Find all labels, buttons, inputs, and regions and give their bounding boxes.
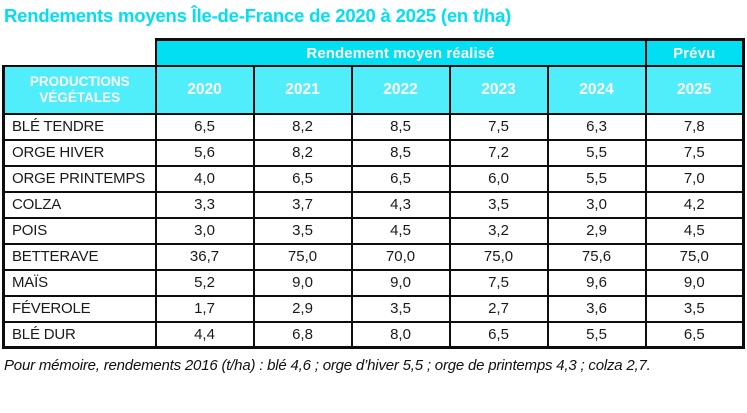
group-header-row: Rendement moyen réalisé Prévu bbox=[3, 38, 745, 67]
yield-value-cell: 7,5 bbox=[644, 138, 745, 167]
yield-value-cell: 1,7 bbox=[154, 294, 255, 323]
yield-value-cell: 6,5 bbox=[252, 164, 353, 193]
yield-value-cell: 9,0 bbox=[350, 268, 451, 297]
table-row: FÉVEROLE 1,7 2,9 3,5 2,7 3,6 3,5 bbox=[2, 294, 745, 323]
year-header-row: PRODUCTIONS VÉGÉTALES 2020 2021 2022 2023 20… bbox=[2, 64, 745, 115]
yield-value-cell: 3,6 bbox=[546, 294, 647, 323]
table-row: BLÉ TENDRE 6,5 8,2 8,5 7,5 6,3 7,8 bbox=[2, 112, 745, 141]
crop-label: BLÉ DUR bbox=[2, 320, 157, 350]
yield-value-cell: 2,7 bbox=[448, 294, 549, 323]
yield-value-cell: 9,6 bbox=[546, 268, 647, 297]
yield-value-cell: 3,0 bbox=[154, 216, 255, 245]
yield-value-cell: 5,5 bbox=[546, 320, 647, 350]
page-title: Rendements moyens Île-de-France de 2020 … bbox=[4, 5, 511, 26]
yield-value-cell: 6,5 bbox=[350, 164, 451, 193]
yield-value-cell: 6,5 bbox=[154, 112, 255, 141]
yield-value-cell: 4,4 bbox=[154, 320, 255, 350]
yield-value-cell: 7,8 bbox=[644, 112, 745, 141]
table-row: BETTERAVE 36,7 75,0 70,0 75,0 75,6 75,0 bbox=[2, 242, 745, 271]
group-header-realized: Rendement moyen réalisé bbox=[154, 38, 647, 67]
yield-value-cell: 9,0 bbox=[644, 268, 745, 297]
crop-label: POIS bbox=[2, 216, 157, 245]
yield-value-cell: 6,5 bbox=[448, 320, 549, 350]
yield-value-cell: 8,2 bbox=[252, 138, 353, 167]
yield-value-cell: 5,2 bbox=[154, 268, 255, 297]
table-row: BLÉ DUR 4,4 6,8 8,0 6,5 5,5 6,5 bbox=[2, 320, 745, 350]
footnote: Pour mémoire, rendements 2016 (t/ha) : b… bbox=[4, 357, 651, 375]
crop-label: BETTERAVE bbox=[2, 242, 157, 271]
yield-value-cell: 3,7 bbox=[252, 190, 353, 219]
yield-value-cell: 7,2 bbox=[448, 138, 549, 167]
yield-value-cell: 8,2 bbox=[252, 112, 353, 141]
yield-value-cell: 3,5 bbox=[252, 216, 353, 245]
crop-label: ORGE HIVER bbox=[2, 138, 157, 167]
table-row: COLZA 3,3 3,7 4,3 3,5 3,0 4,2 bbox=[2, 190, 745, 219]
table-body: BLÉ TENDRE 6,5 8,2 8,5 7,5 6,3 7,8 ORGE HIVER 5,… bbox=[2, 112, 745, 350]
year-header-cell: 2025 bbox=[644, 64, 745, 115]
yield-value-cell: 6,5 bbox=[644, 320, 745, 350]
yield-value-cell: 3,5 bbox=[350, 294, 451, 323]
group-header-forecast: Prévu bbox=[644, 38, 745, 67]
yield-value-cell: 9,0 bbox=[252, 268, 353, 297]
crop-label: FÉVEROLE bbox=[2, 294, 157, 323]
crop-label: BLÉ TENDRE bbox=[2, 112, 157, 141]
yield-table: Rendement moyen réalisé Prévu PRODUCTION… bbox=[2, 38, 745, 350]
yield-value-cell: 75,0 bbox=[448, 242, 549, 271]
yield-value-cell: 3,5 bbox=[644, 294, 745, 323]
yield-value-cell: 3,3 bbox=[154, 190, 255, 219]
yield-value-cell: 4,0 bbox=[154, 164, 255, 193]
yield-value-cell: 2,9 bbox=[546, 216, 647, 245]
year-header-cell: 2023 bbox=[448, 64, 549, 115]
yield-value-cell: 4,3 bbox=[350, 190, 451, 219]
yield-value-cell: 7,0 bbox=[644, 164, 745, 193]
yield-value-cell: 75,0 bbox=[644, 242, 745, 271]
year-header-cell: 2020 bbox=[154, 64, 255, 115]
yield-value-cell: 6,0 bbox=[448, 164, 549, 193]
yield-value-cell: 3,5 bbox=[448, 190, 549, 219]
table-row: MAÏS 5,2 9,0 9,0 7,5 9,6 9,0 bbox=[2, 268, 745, 297]
yield-value-cell: 5,6 bbox=[154, 138, 255, 167]
yield-value-cell: 5,5 bbox=[546, 164, 647, 193]
yield-value-cell: 70,0 bbox=[350, 242, 451, 271]
year-header-cell: 2021 bbox=[252, 64, 353, 115]
table-row: ORGE HIVER 5,6 8,2 8,5 7,2 5,5 7,5 bbox=[2, 138, 745, 167]
year-header-cell: 2022 bbox=[350, 64, 451, 115]
yield-value-cell: 4,2 bbox=[644, 190, 745, 219]
yield-value-cell: 6,3 bbox=[546, 112, 647, 141]
yield-value-cell: 6,8 bbox=[252, 320, 353, 350]
corner-header-productions: PRODUCTIONS VÉGÉTALES bbox=[2, 64, 157, 115]
yield-value-cell: 4,5 bbox=[644, 216, 745, 245]
yield-value-cell: 3,2 bbox=[448, 216, 549, 245]
yield-value-cell: 8,0 bbox=[350, 320, 451, 350]
table-row: POIS 3,0 3,5 4,5 3,2 2,9 4,5 bbox=[2, 216, 745, 245]
yield-value-cell: 36,7 bbox=[154, 242, 255, 271]
crop-label: COLZA bbox=[2, 190, 157, 219]
yield-value-cell: 75,6 bbox=[546, 242, 647, 271]
yield-value-cell: 8,5 bbox=[350, 138, 451, 167]
yield-value-cell: 2,9 bbox=[252, 294, 353, 323]
yield-value-cell: 75,0 bbox=[252, 242, 353, 271]
yield-value-cell: 7,5 bbox=[448, 268, 549, 297]
yield-value-cell: 7,5 bbox=[448, 112, 549, 141]
yield-value-cell: 3,0 bbox=[546, 190, 647, 219]
yield-value-cell: 4,5 bbox=[350, 216, 451, 245]
yield-value-cell: 8,5 bbox=[350, 112, 451, 141]
crop-label: MAÏS bbox=[2, 268, 157, 297]
corner-empty-cell bbox=[3, 39, 156, 66]
table-row: ORGE PRINTEMPS 4,0 6,5 6,5 6,0 5,5 7,0 bbox=[2, 164, 745, 193]
crop-label: ORGE PRINTEMPS bbox=[2, 164, 157, 193]
yield-value-cell: 5,5 bbox=[546, 138, 647, 167]
year-header-cell: 2024 bbox=[546, 64, 647, 115]
